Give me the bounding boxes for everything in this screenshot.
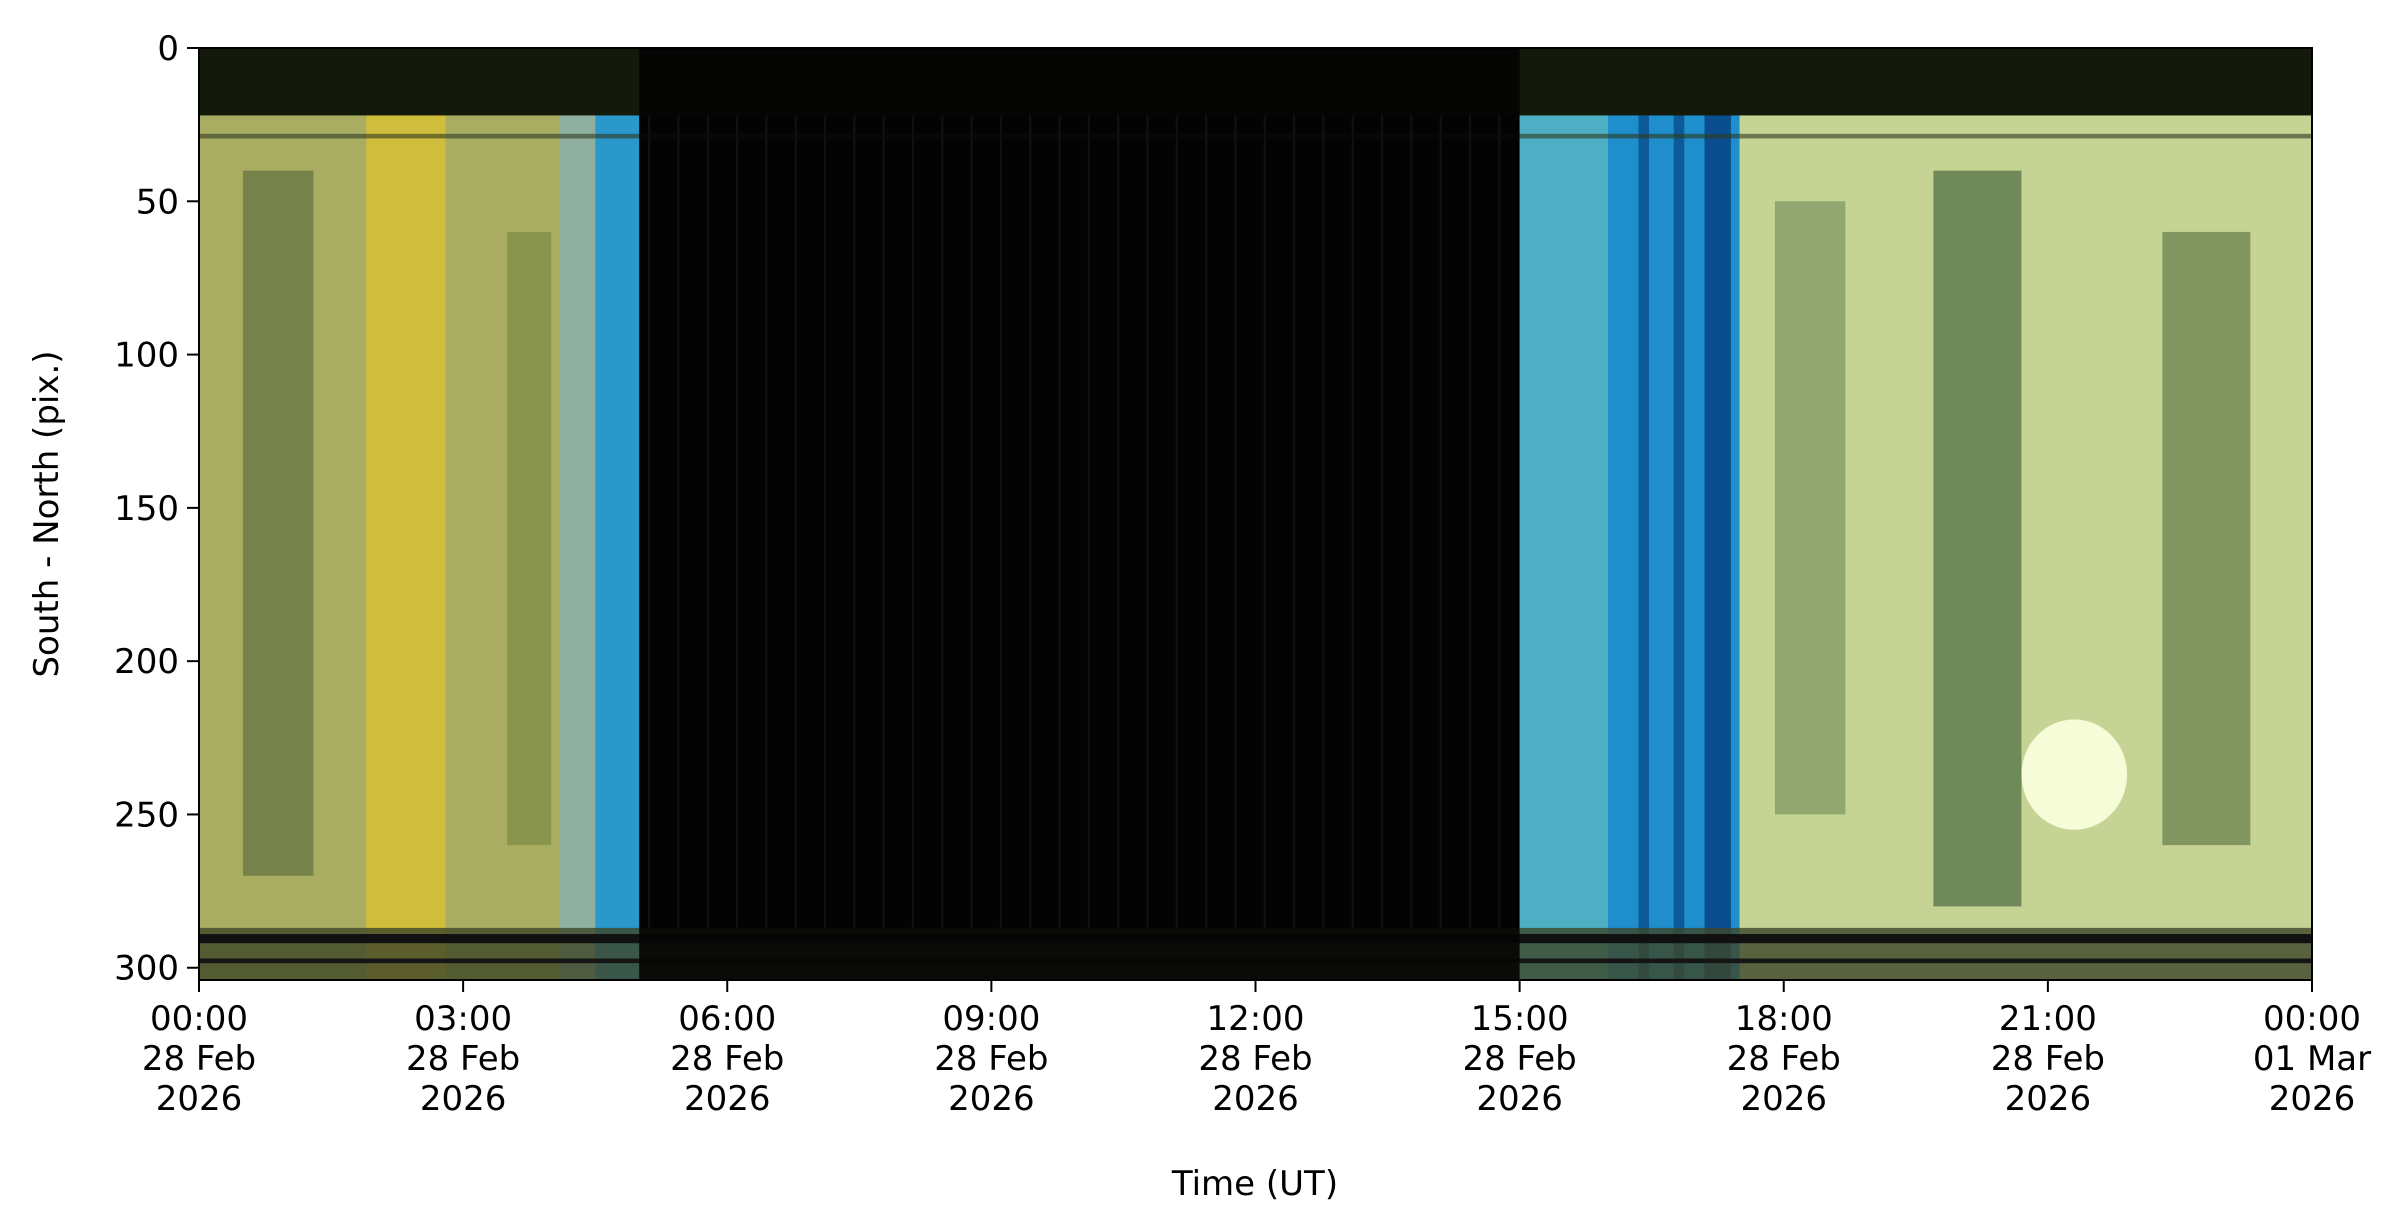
x-axis-label: Time (UT) xyxy=(1171,1164,1338,1204)
image-band xyxy=(639,48,1520,980)
y-tick-label: 150 xyxy=(114,489,179,529)
image-band xyxy=(366,48,446,980)
image-band xyxy=(1519,48,1608,980)
x-tick-label: 00:00 01 Mar 2026 xyxy=(2253,999,2371,1119)
x-tick-label: 06:00 28 Feb 2026 xyxy=(670,999,784,1119)
x-tick-label: 18:00 28 Feb 2026 xyxy=(1727,999,1841,1119)
image-band xyxy=(1638,48,1650,980)
y-tick-label: 100 xyxy=(114,336,179,376)
x-tick-label: 15:00 28 Feb 2026 xyxy=(1462,999,1576,1119)
image-glow xyxy=(2021,719,2128,830)
y-axis-label: South - North (pix.) xyxy=(27,350,67,677)
y-tick-label: 200 xyxy=(114,642,179,682)
y-tick-label: 250 xyxy=(114,795,179,835)
image-band xyxy=(1774,201,1846,815)
image-band xyxy=(559,48,596,980)
image-band xyxy=(1673,48,1685,980)
y-tick-label: 300 xyxy=(114,949,179,989)
image-band xyxy=(1933,170,2022,907)
image-band xyxy=(595,48,640,980)
x-tick-label: 03:00 28 Feb 2026 xyxy=(406,999,520,1119)
keogram-image xyxy=(199,48,2312,980)
image-band xyxy=(507,231,552,846)
image-band xyxy=(2162,231,2251,846)
x-tick-label: 21:00 28 Feb 2026 xyxy=(1991,999,2105,1119)
y-tick-label: 50 xyxy=(136,182,179,222)
x-tick-label: 00:00 28 Feb 2026 xyxy=(142,999,256,1119)
image-band xyxy=(243,170,314,876)
x-tick-label: 09:00 28 Feb 2026 xyxy=(934,999,1048,1119)
y-tick-label: 0 xyxy=(157,29,179,69)
x-tick-label: 12:00 28 Feb 2026 xyxy=(1198,999,1312,1119)
image-band xyxy=(1704,48,1731,980)
